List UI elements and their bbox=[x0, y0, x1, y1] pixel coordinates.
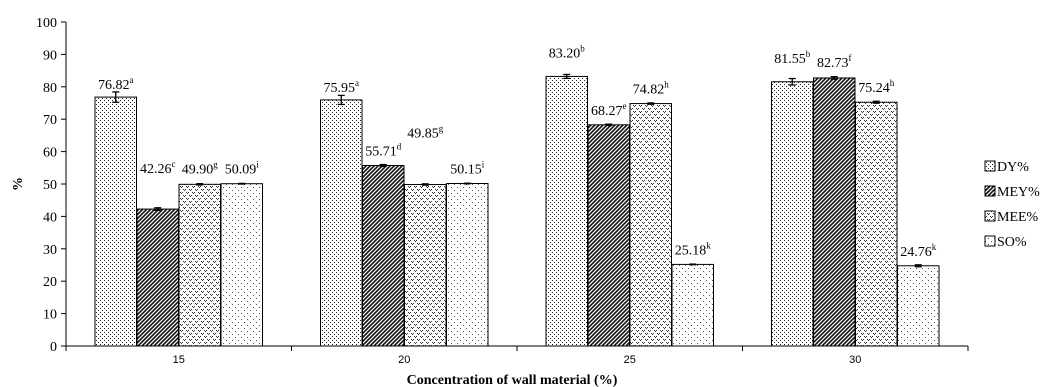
bar-so bbox=[897, 265, 940, 347]
bar-dy bbox=[545, 75, 588, 347]
legend: DY% MEY% MEE% SO% bbox=[984, 160, 1040, 250]
data-label: 83.20b bbox=[549, 43, 586, 61]
legend-swatch-so bbox=[984, 235, 996, 247]
data-label: 49.90g bbox=[182, 159, 219, 177]
bar-mey bbox=[587, 124, 630, 347]
x-tick-label: 30 bbox=[849, 354, 861, 366]
data-label: 50.09i bbox=[225, 160, 260, 178]
x-axis-label: Concentration of wall material (%) bbox=[407, 373, 618, 387]
data-label: 50.15i bbox=[450, 160, 485, 178]
bar-mey bbox=[813, 77, 856, 347]
y-tick-label: 80 bbox=[43, 81, 57, 96]
bar-mee bbox=[404, 183, 447, 347]
legend-swatch-mey bbox=[984, 185, 996, 197]
legend-label: MEE% bbox=[997, 210, 1039, 225]
bar-so bbox=[220, 183, 263, 347]
data-label: 49.85g bbox=[407, 123, 444, 141]
data-label: 76.82a bbox=[98, 75, 134, 93]
bar-mee bbox=[178, 183, 221, 347]
data-label: 25.18k bbox=[675, 240, 712, 258]
bar-mey bbox=[362, 164, 405, 347]
bar-so bbox=[446, 183, 489, 347]
bar-dy bbox=[320, 99, 363, 347]
legend-swatch-mee bbox=[984, 210, 996, 222]
legend-swatch-dy bbox=[984, 160, 996, 172]
y-tick-label: 10 bbox=[43, 308, 57, 323]
bar-so bbox=[671, 263, 714, 347]
x-tick-label: 25 bbox=[624, 354, 636, 366]
y-tick-label: 30 bbox=[43, 243, 57, 258]
bar-dy bbox=[94, 96, 137, 347]
data-label: 82.73f bbox=[817, 53, 852, 71]
plot-area: 0 10 20 30 40 50 60 70 80 90 100 15 20 25 30 76.82a 42.2… bbox=[36, 16, 969, 366]
y-tick-label: 60 bbox=[43, 146, 57, 161]
y-tick-label: 100 bbox=[36, 16, 57, 31]
y-tick-label: 40 bbox=[43, 210, 57, 225]
x-tick-label: 15 bbox=[173, 354, 185, 366]
data-label: 55.71d bbox=[365, 141, 402, 159]
bar-mee bbox=[855, 101, 898, 347]
data-label: 24.76k bbox=[900, 242, 937, 260]
data-label: 75.24h bbox=[858, 78, 895, 96]
data-label: 74.82h bbox=[633, 80, 670, 98]
legend-label: SO% bbox=[997, 235, 1027, 250]
y-axis-label: % bbox=[11, 177, 26, 191]
bar-mee bbox=[629, 103, 672, 347]
y-tick-label: 0 bbox=[50, 340, 57, 355]
data-label: 75.95a bbox=[324, 78, 360, 96]
data-label: 81.55b bbox=[774, 49, 811, 67]
y-tick-label: 50 bbox=[43, 178, 57, 193]
legend-label: DY% bbox=[997, 160, 1029, 175]
data-label: 42.26c bbox=[140, 159, 176, 177]
legend-label: MEY% bbox=[997, 185, 1040, 200]
y-tick-label: 20 bbox=[43, 275, 57, 290]
bar-mey bbox=[136, 208, 179, 347]
bar-dy bbox=[771, 81, 814, 347]
data-label: 68.27e bbox=[591, 101, 627, 119]
y-tick-label: 70 bbox=[43, 113, 57, 128]
y-tick-label: 90 bbox=[43, 48, 57, 63]
x-tick-label: 20 bbox=[398, 354, 410, 366]
